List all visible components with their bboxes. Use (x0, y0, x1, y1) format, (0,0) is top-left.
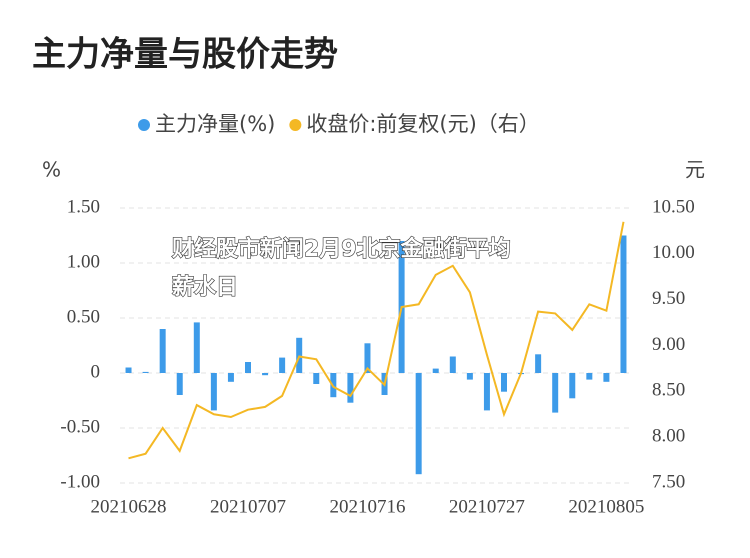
legend-marker (138, 119, 150, 131)
x-tick-label: 20210707 (210, 496, 286, 517)
bar (125, 367, 132, 373)
x-tick-label: 20210727 (449, 496, 525, 517)
x-tick-label: 20210716 (329, 496, 405, 517)
bar (483, 373, 490, 411)
y-tick-label: -0.50 (60, 416, 100, 437)
bar (364, 343, 371, 373)
bar (227, 373, 234, 382)
bar (449, 356, 456, 373)
bar (313, 373, 320, 384)
bar (466, 373, 473, 380)
y-tick-label: 0 (91, 361, 101, 382)
bar (210, 373, 217, 411)
watermark-text: 财经股市新闻2月9北京金融街平均 (172, 236, 511, 262)
bar (279, 357, 286, 373)
bar (415, 373, 422, 475)
bar (245, 362, 251, 373)
bar (552, 373, 559, 413)
price-line (128, 221, 625, 460)
bar (296, 337, 303, 373)
y-tick-label: 1.50 (67, 196, 100, 217)
y2-tick-label: 9.50 (652, 288, 685, 309)
bar (262, 373, 269, 376)
bar (432, 368, 439, 373)
legend-label: 主力净量(%) (155, 112, 275, 136)
y2-tick-label: 10.50 (652, 196, 695, 217)
bar (501, 373, 507, 392)
bar (620, 235, 627, 373)
y2-axis-label: 元 (685, 158, 705, 182)
chart-title: 主力净量与股价走势 (32, 35, 338, 75)
y-tick-label: 1.00 (67, 251, 100, 272)
x-tick-label: 20210628 (91, 496, 167, 517)
y2-tick-label: 8.50 (652, 380, 685, 401)
bar (142, 371, 149, 373)
bar (586, 373, 593, 380)
bar (193, 322, 200, 373)
y2-tick-label: 10.00 (652, 242, 695, 263)
legend-marker (289, 119, 302, 131)
bar (176, 373, 183, 395)
bar (159, 329, 166, 373)
x-tick-label: 20210805 (568, 496, 644, 517)
y2-tick-label: 9.00 (652, 334, 685, 355)
legend-label: 收盘价:前复权(元)（右） (306, 112, 539, 136)
y-tick-label: -1.00 (60, 471, 100, 492)
y2-tick-label: 8.00 (652, 426, 685, 447)
bar (535, 354, 542, 373)
bar (569, 373, 576, 399)
y2-tick-label: 7.50 (652, 471, 685, 492)
watermark-text: 薪水日 (172, 274, 238, 300)
y-tick-label: 0.50 (67, 306, 100, 327)
y-axis-label: % (42, 158, 61, 182)
bar (347, 373, 354, 403)
bar (603, 373, 610, 382)
